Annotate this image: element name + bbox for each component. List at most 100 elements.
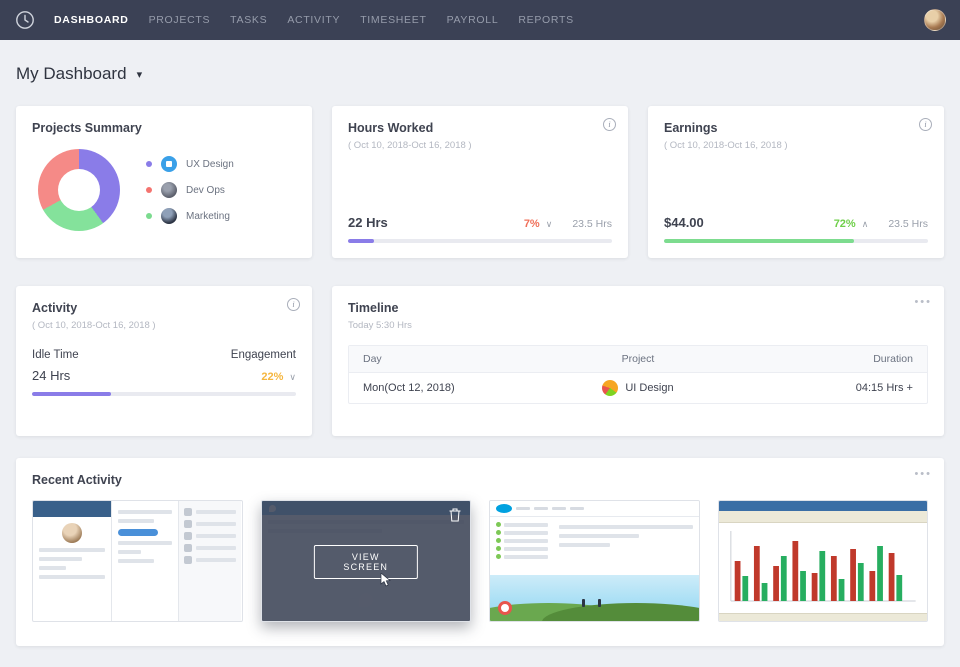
activity-card: i Activity ( Oct 10, 2018-Oct 16, 2018 )…	[16, 286, 312, 436]
dev-ops-app-icon	[161, 182, 177, 198]
user-avatar[interactable]	[924, 9, 946, 31]
info-icon[interactable]: i	[603, 118, 616, 131]
salesforce-cloud-logo	[496, 504, 512, 513]
timeline-card: ••• Timeline Today 5:30 Hrs Day Project …	[332, 286, 944, 436]
legend-label: UX Design	[186, 158, 234, 170]
recent-activity-card: ••• Recent Activity	[16, 458, 944, 646]
top-navbar: DASHBOARD PROJECTS TASKS ACTIVITY TIMESH…	[0, 0, 960, 40]
placeholder-line	[558, 543, 610, 547]
projects-summary-title: Projects Summary	[32, 121, 142, 135]
screenshot-thumb-2[interactable]: VIEW SCREEN	[260, 500, 471, 622]
earnings-progressbar	[664, 239, 928, 243]
nav-placeholder	[570, 507, 584, 510]
nav-item-projects[interactable]: PROJECTS	[148, 14, 211, 26]
chevron-up-icon[interactable]: ∧	[861, 219, 869, 229]
thumb3-main-text	[553, 517, 699, 561]
placeholder-line	[39, 557, 83, 561]
legend-item-dev-ops: Dev Ops	[146, 182, 234, 198]
timeline-menu-icon[interactable]: •••	[914, 296, 932, 308]
activity-progressbar	[32, 392, 296, 396]
legend-label: Marketing	[186, 210, 230, 222]
hours-worked-title: Hours Worked	[348, 121, 434, 135]
figure-shape	[581, 599, 585, 607]
legend-dot-green	[146, 213, 152, 219]
project-cell: UI Design	[542, 373, 735, 403]
hours-worked-date-range: ( Oct 10, 2018-Oct 16, 2018 )	[348, 140, 472, 151]
recent-activity-menu-icon[interactable]: •••	[914, 468, 932, 480]
marketing-app-icon	[161, 208, 177, 224]
thumb4-window-titlebar	[718, 501, 927, 511]
column-project: Project	[621, 353, 655, 365]
placeholder-line	[39, 548, 106, 552]
thumb1-left-pane	[33, 501, 113, 621]
page-header: My Dashboard ▾	[0, 40, 960, 106]
hours-worked-card: i Hours Worked ( Oct 10, 2018-Oct 16, 20…	[332, 106, 628, 258]
activity-date-range: ( Oct 10, 2018-Oct 16, 2018 )	[32, 320, 156, 331]
dashboard-dropdown-caret-icon[interactable]: ▾	[136, 68, 143, 81]
ux-design-app-icon	[161, 156, 177, 172]
thumb3-site-header	[490, 501, 699, 517]
thumb3-landscape-graphic	[490, 575, 699, 621]
nav-item-payroll[interactable]: PAYROLL	[446, 14, 499, 26]
thumb3-content	[490, 517, 699, 561]
thumb4-toolbar	[718, 511, 927, 523]
screenshot-thumb-3[interactable]	[489, 500, 700, 622]
thumb-hover-overlay	[261, 501, 470, 621]
screenshot-thumb-1[interactable]	[32, 500, 243, 622]
hours-worked-progressbar	[348, 239, 612, 243]
thumb3-sidebar	[490, 517, 553, 561]
placeholder-line	[118, 519, 155, 523]
projects-summary-card: Projects Summary UX Design Dev Ops	[16, 106, 312, 258]
app-logo-clock-icon[interactable]	[14, 9, 36, 31]
timeline-subtitle: Today 5:30 Hrs	[348, 320, 412, 331]
cursor-icon	[380, 573, 392, 587]
progress-fill	[348, 239, 375, 243]
earnings-card: i Earnings ( Oct 10, 2018-Oct 16, 2018 )…	[648, 106, 944, 258]
placeholder-line	[558, 525, 693, 529]
navbar-right	[924, 9, 946, 31]
nav-item-reports[interactable]: REPORTS	[518, 14, 574, 26]
nav-item-activity[interactable]: ACTIVITY	[287, 14, 341, 26]
view-screen-button[interactable]: VIEW SCREEN	[313, 545, 418, 579]
chevron-down-icon[interactable]: ∨	[289, 372, 296, 382]
earnings-date-range: ( Oct 10, 2018-Oct 16, 2018 )	[664, 140, 788, 151]
duration-cell: 04:15 Hrs +	[855, 382, 913, 394]
legend-item-marketing: Marketing	[146, 208, 234, 224]
earnings-value: $44.00	[664, 215, 704, 230]
nav-placeholder	[552, 507, 566, 510]
chevron-down-icon[interactable]: ∨	[545, 219, 553, 229]
earnings-title: Earnings	[664, 121, 718, 135]
gauge-widget	[498, 601, 512, 615]
nav-item-dashboard[interactable]: DASHBOARD	[54, 14, 129, 26]
figure-shape	[598, 599, 602, 607]
thumb1-right-pane	[178, 501, 242, 621]
legend-label: Dev Ops	[186, 184, 225, 196]
info-icon[interactable]: i	[919, 118, 932, 131]
activity-percent: 22%	[261, 371, 284, 383]
placeholder-line	[558, 534, 639, 538]
info-icon[interactable]: i	[287, 298, 300, 311]
nav-placeholder	[516, 507, 530, 510]
activity-title: Activity	[32, 301, 78, 315]
day-cell: Mon(Oct 12, 2018)	[363, 382, 455, 394]
timeline-table: Day Project Duration Mon(Oct 12, 2018) U…	[348, 345, 928, 404]
hours-worked-value: 22 Hrs	[348, 215, 388, 230]
engagement-label: Engagement	[230, 349, 296, 361]
thumb4-chart-area	[718, 523, 927, 610]
nav-item-tasks[interactable]: TASKS	[230, 14, 268, 26]
column-day: Day	[363, 353, 382, 365]
earnings-percent: 72%	[833, 218, 856, 230]
earnings-total: 23.5 Hrs	[888, 218, 928, 230]
timeline-table-row[interactable]: Mon(Oct 12, 2018) UI Design 04:15 Hrs +	[349, 373, 927, 403]
thumb1-header-strip	[33, 501, 112, 517]
thumb1-blue-button	[118, 529, 158, 536]
progress-fill	[32, 392, 112, 396]
legend-dot-purple	[146, 161, 152, 167]
delete-screenshot-icon[interactable]	[449, 508, 461, 522]
placeholder-line	[118, 550, 142, 554]
thumb4-statusbar	[718, 613, 927, 621]
timeline-table-header: Day Project Duration	[349, 346, 927, 373]
nav-item-timesheet[interactable]: TIMESHEET	[360, 14, 427, 26]
page-title: My Dashboard	[16, 64, 127, 83]
screenshot-thumb-4[interactable]	[717, 500, 928, 622]
